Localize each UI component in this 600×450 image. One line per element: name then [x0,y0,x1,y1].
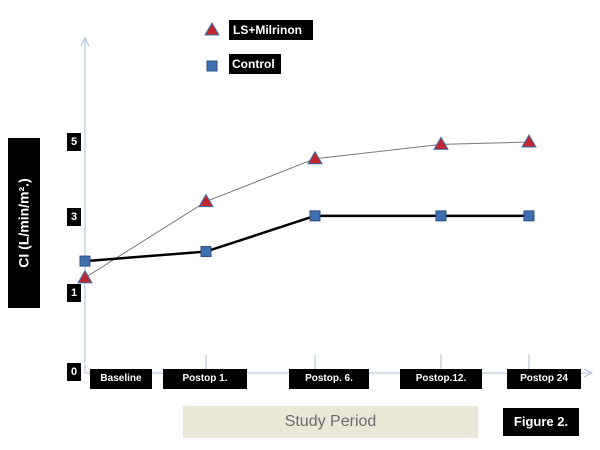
x-tick-label: Postop. 6. [289,369,369,389]
legend-marker-triangle [204,22,220,36]
data-point-square [79,255,91,267]
y-tick-label: 1 [67,284,81,302]
y-axis-arrow [80,36,90,47]
data-point-square [523,210,535,222]
series-line-0 [84,141,530,279]
y-tick-label: 5 [67,133,81,151]
data-point-triangle [77,269,93,284]
series-layer [77,134,537,284]
y-axis-label: CI (L/min/m².) [8,138,40,308]
data-point-square [435,210,447,222]
y-tick-label: 0 [67,363,81,381]
data-point-square [309,210,321,222]
legend-label-ls-milrinon: LS+Milrinon [229,20,313,40]
x-tick-label: Baseline [90,369,152,389]
figure-label: Figure 2. [503,408,579,436]
data-point-triangle [198,193,214,208]
axes [80,36,594,378]
data-point-square [200,246,212,258]
data-point-triangle [521,134,537,148]
data-point-triangle [307,150,323,165]
legend-markers [204,22,220,72]
x-axis-arrow [583,368,594,378]
legend-marker-square [206,60,218,72]
x-axis-label: Study Period [183,406,478,438]
y-tick-label: 3 [67,208,81,226]
x-tick-label: Postop 24 [507,369,581,389]
data-point-triangle [433,136,449,150]
x-tick-label: Postop.12. [400,369,482,389]
legend-label-control: Control [229,54,281,74]
x-tick-label: Postop 1. [163,369,247,389]
series-line-1 [84,214,529,263]
